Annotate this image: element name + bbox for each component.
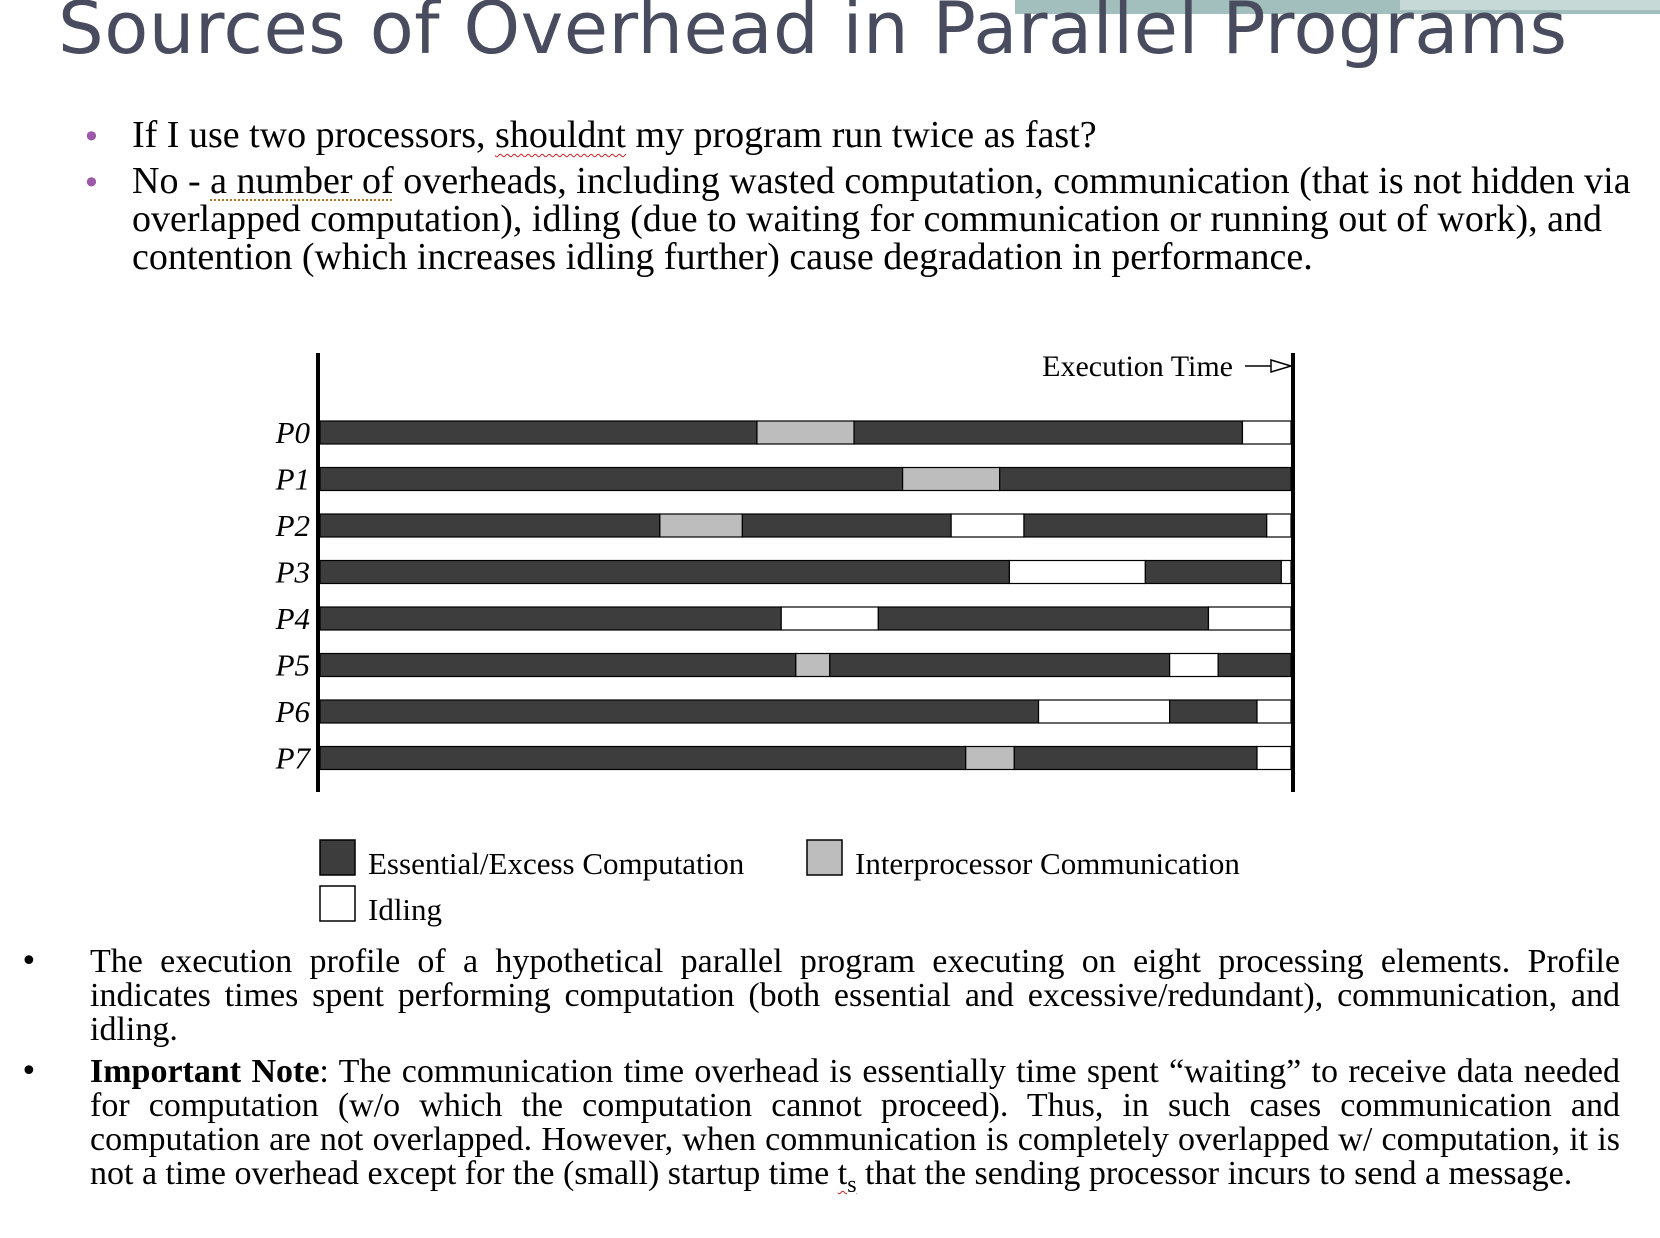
bullet-dot-icon: • [82,164,101,202]
bullet-dot-icon: • [20,944,38,979]
processor-rows: P0 P1 P2 P3 P4 P5 P6 P7 [275,415,1292,776]
processor-label: P2 [275,508,310,543]
segment-comp [741,513,952,538]
header-accent-bar-light [1400,0,1660,10]
processor-label: P7 [275,741,312,776]
execution-time-arrow-icon [1245,358,1294,374]
bullet-text-post: that the sending processor incurs to sen… [856,1155,1573,1192]
startup-time-subscript: s [847,1171,857,1198]
execution-time-label: Execution Time [1042,350,1233,383]
processor-row-p0: P0 [275,415,1292,450]
segment-comp [319,606,782,631]
segment-idle [950,513,1025,538]
segment-idle [1280,559,1292,585]
segment-comp [319,420,758,445]
segment-comp [319,652,797,678]
bullet-text-pre: If I use two processors, [132,114,496,156]
grammar-flagged-phrase[interactable]: a number of [210,160,394,202]
bullet-text-pre: No - [132,160,211,202]
segment-comm [795,652,831,678]
legend-swatch-idle [319,885,356,922]
legend-swatch-comp [319,839,356,876]
segment-comp [319,699,1040,724]
segment-idle [1256,745,1292,771]
bullet-item: • If I use two processors, shouldnt my p… [80,114,1640,156]
processor-label: P3 [275,555,310,590]
segment-comp [319,559,1011,585]
segment-comm [965,745,1015,771]
segment-idle [1169,652,1219,678]
processor-row-p1: P1 [275,462,1292,497]
segment-idle [1037,699,1171,724]
segment-comm [756,420,855,445]
bullet-dot-icon: • [20,1054,38,1089]
bullet-item: • No - a number of overheads, including … [80,162,1640,276]
legend-label-comm: Interprocessor Communication [855,846,1240,881]
segment-comp [853,420,1244,445]
segment-comp [1023,513,1268,538]
segment-comp [1169,699,1258,724]
segment-comp [319,513,661,538]
segment-idle [1266,513,1292,538]
processor-row-p6: P6 [275,694,1292,729]
segment-comm [901,466,1001,492]
bullet-dot-icon: • [82,118,101,156]
segment-idle [1207,606,1292,631]
segment-idle [1256,699,1292,724]
bottom-bullet-list: • The execution profile of a hypothetica… [20,945,1620,1210]
processor-label: P1 [275,462,310,497]
bullet-item: • Important Note: The communication time… [20,1055,1620,1202]
spellcheck-flagged-word[interactable]: ts [837,1155,857,1198]
legend-swatch-comm [806,839,843,876]
segment-comp [999,466,1292,492]
segment-comp [877,606,1210,631]
processor-row-p3: P3 [275,555,1292,590]
segment-idle [1241,420,1292,445]
bullet-text-post: overheads, including wasted computation,… [132,160,1631,278]
startup-time-symbol: t [837,1155,848,1192]
processor-row-p7: P7 [275,741,1292,776]
segment-comp [1013,745,1258,771]
legend-label-idle: Idling [368,892,442,927]
processor-row-p2: P2 [275,508,1292,543]
processor-label: P4 [275,601,310,636]
bullet-text-pre: : The communication time overhead is ess… [90,1053,1621,1192]
slide-title: Sources of Overhead in Parallel Programs [58,0,1568,70]
top-bullet-list: • If I use two processors, shouldnt my p… [80,116,1640,284]
segment-comp [1217,652,1292,678]
legend-label-comp: Essential/Excess Computation [368,846,745,881]
chart-legend: Essential/Excess Computation Interprocess… [319,839,1240,927]
segment-comp [829,652,1171,678]
important-note-label: Important Note [90,1053,320,1090]
segment-comp [319,466,904,492]
segment-comp [1144,559,1282,585]
segment-comp [319,745,967,771]
bullet-text: The execution profile of a hypothetical … [90,943,1620,1048]
spellcheck-flagged-word[interactable]: shouldnt [495,114,626,156]
segment-comm [659,513,743,538]
processor-label: P5 [275,648,310,683]
execution-profile-chart: Execution Time P0 P1 P2 P3 P4 P5 P6 P7 Essentia… [275,350,1295,927]
bullet-text-post: my program run twice as fast? [625,114,1097,156]
processor-label: P0 [275,415,311,450]
processor-row-p5: P5 [275,648,1292,683]
bullet-item: • The execution profile of a hypothetica… [20,945,1620,1047]
processor-label: P6 [275,694,311,729]
segment-idle [780,606,879,631]
processor-row-p4: P4 [275,601,1292,636]
segment-idle [1008,559,1146,585]
